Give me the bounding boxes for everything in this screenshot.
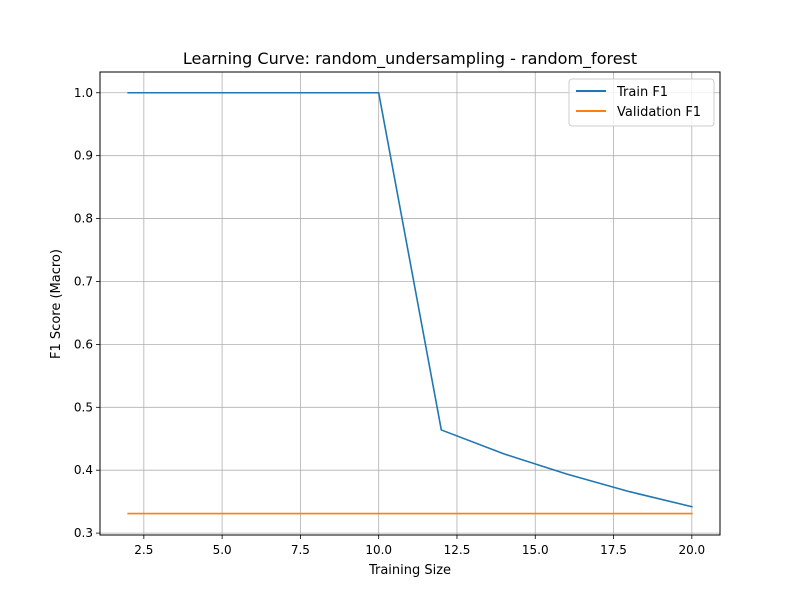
y-axis-label: F1 Score (Macro) xyxy=(49,249,64,359)
legend: Train F1 Validation F1 xyxy=(568,78,715,127)
y-axis-ticks: 0.3 0.4 0.5 0.6 0.7 0.8 0.9 1.0 xyxy=(74,86,100,540)
x-tick-label: 15.0 xyxy=(522,543,549,557)
chart-title: Learning Curve: random_undersampling - r… xyxy=(183,49,637,69)
y-tick-label: 0.6 xyxy=(74,337,93,351)
x-tick-label: 12.5 xyxy=(444,543,471,557)
x-tick-label: 17.5 xyxy=(600,543,627,557)
x-tick-label: 7.5 xyxy=(291,543,310,557)
grid xyxy=(100,72,720,535)
legend-label-train-f1: Train F1 xyxy=(616,85,668,100)
y-tick-label: 0.7 xyxy=(74,274,93,288)
x-tick-label: 5.0 xyxy=(213,543,232,557)
y-tick-label: 0.9 xyxy=(74,149,93,163)
x-axis-ticks: 2.5 5.0 7.5 10.0 12.5 15.0 17.5 20.0 xyxy=(134,535,705,557)
y-tick-label: 0.3 xyxy=(74,526,93,540)
y-tick-label: 0.5 xyxy=(74,400,93,414)
plot-area-frame xyxy=(99,71,721,536)
x-axis-label: Training Size xyxy=(368,563,451,578)
y-tick-label: 1.0 xyxy=(74,86,93,100)
x-tick-label: 10.0 xyxy=(365,543,392,557)
legend-label-validation-f1: Validation F1 xyxy=(617,105,701,120)
series-line-train-f1 xyxy=(127,91,693,508)
x-tick-label: 20.0 xyxy=(678,543,705,557)
y-tick-label: 0.8 xyxy=(74,212,93,226)
x-tick-label: 2.5 xyxy=(134,543,153,557)
series-lines xyxy=(127,91,693,515)
y-tick-label: 0.4 xyxy=(74,463,93,477)
